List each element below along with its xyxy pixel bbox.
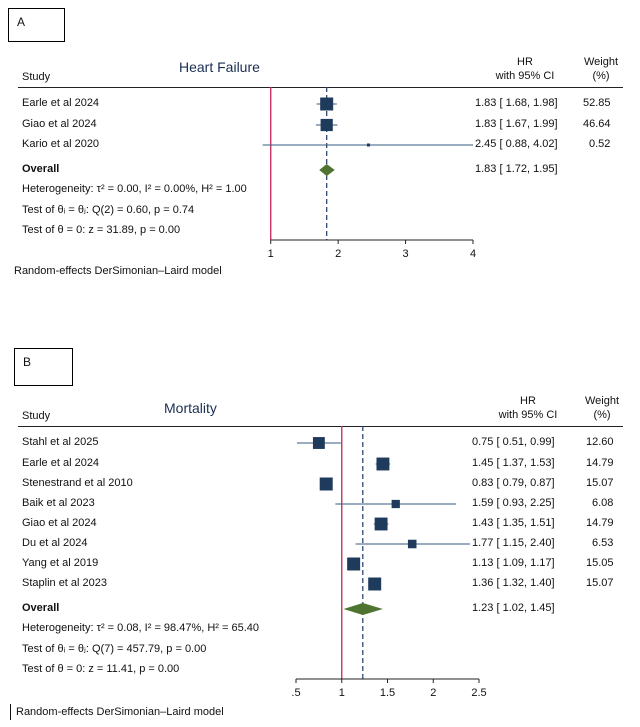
study-marker	[312, 437, 325, 449]
study-marker	[368, 577, 382, 591]
panel-b-study-name: Baik et al 2023	[22, 497, 95, 509]
panel-a-forest-plot: 1 2 3 4	[262, 87, 476, 260]
x-tick-label: .5	[291, 687, 300, 699]
x-tick-label: 2	[430, 687, 436, 699]
panel-b-weight-value: 6.08	[592, 497, 614, 509]
x-tick-label: 2.5	[471, 687, 486, 699]
panel-a-study-ci-text: 1.83 [ 1.68, 1.98]	[475, 97, 558, 109]
panel-a-ci-header: with 95% CI	[495, 70, 555, 82]
x-tick-label: 4	[470, 248, 476, 260]
panel-b-weight-value: 15.07	[586, 477, 614, 489]
panel-b-study-ci-text: 1.36 [ 1.32, 1.40]	[472, 577, 555, 589]
panel-b-overall-label: Overall	[22, 602, 60, 614]
panel-b-weight-value: 14.79	[586, 457, 614, 469]
panel-a-weight-value: 52.85	[583, 97, 611, 109]
panel-a-test-equal: Test of θᵢ = θⱼ: Q(2) = 0.60, p = 0.74	[22, 204, 195, 216]
panel-b-study-name: Stahl et al 2025	[22, 436, 99, 448]
panel-b-study-name: Staplin et al 2023	[22, 577, 108, 589]
panel-b-study-ci-text: 1.43 [ 1.35, 1.51]	[472, 517, 555, 529]
panel-a-weight-value: 46.64	[583, 118, 611, 130]
panel-b-weight-value: 6.53	[592, 537, 614, 549]
panel-b-weight-value: 14.79	[586, 517, 614, 529]
panel-a-model-note: Random-effects DerSimonian–Laird model	[14, 265, 222, 277]
panel-b-study-ci-text: 1.45 [ 1.37, 1.53]	[472, 457, 555, 469]
study-marker	[347, 557, 361, 571]
panel-b-weight-header: Weight	[584, 395, 620, 407]
panel-b-note-bar	[10, 704, 11, 720]
overall-diamond	[343, 603, 383, 615]
panel-b-study-ci-text: 1.13 [ 1.09, 1.17]	[472, 557, 555, 569]
panel-b-weight-value: 12.60	[586, 436, 614, 448]
panel-a-title: Heart Failure	[179, 59, 260, 75]
study-marker	[320, 97, 334, 111]
overall-diamond	[319, 164, 335, 176]
panel-b-weight-unit: (%)	[593, 409, 611, 421]
panel-b-study-name: Yang et al 2019	[22, 557, 99, 569]
panel-a-test-zero: Test of θ = 0: z = 31.89, p = 0.00	[22, 224, 181, 236]
study-marker	[366, 143, 370, 147]
panel-b-weight-value: 15.05	[586, 557, 614, 569]
x-tick-label: 1.5	[380, 687, 395, 699]
panel-b-heterogeneity: Heterogeneity: τ² = 0.08, I² = 98.47%, H…	[22, 622, 260, 634]
x-tick-label: 1	[339, 687, 345, 699]
panel-a-overall-ci-text: 1.83 [ 1.72, 1.95]	[475, 163, 558, 175]
x-tick-label: 3	[403, 248, 409, 260]
panel-b-study-ci-text: 1.59 [ 0.93, 2.25]	[472, 497, 555, 509]
panel-a-study-ci-text: 1.83 [ 1.67, 1.99]	[475, 118, 558, 130]
study-marker	[320, 118, 333, 132]
panel-a-overall-label: Overall	[22, 163, 60, 175]
panel-b-study-ci-text: 0.75 [ 0.51, 0.99]	[472, 436, 555, 448]
panel-a-weight-unit: (%)	[592, 70, 610, 82]
panel-b-overall-ci-text: 1.23 [ 1.02, 1.45]	[472, 602, 555, 614]
panel-b-weight-value: 15.07	[586, 577, 614, 589]
x-tick-label: 1	[268, 248, 274, 260]
panel-b-study-name: Earle et al 2024	[22, 457, 100, 469]
panel-b-study-name: Du et al 2024	[22, 537, 88, 549]
study-marker	[407, 539, 417, 549]
panel-a-study-header: Study	[22, 71, 51, 83]
panel-a-heterogeneity: Heterogeneity: τ² = 0.00, I² = 0.00%, H²…	[22, 183, 247, 195]
panel-a-weight-header: Weight	[583, 56, 619, 68]
panel-a-study-name: Giao et al 2024	[22, 118, 97, 130]
study-marker	[391, 499, 400, 509]
panel-b-test-zero: Test of θ = 0: z = 11.41, p = 0.00	[22, 663, 180, 675]
panel-a-study-name: Kario et al 2020	[22, 138, 100, 150]
x-tick-label: 2	[335, 248, 341, 260]
study-marker	[319, 477, 333, 491]
study-marker	[376, 457, 390, 471]
panel-b-test-equal: Test of θᵢ = θⱼ: Q(7) = 457.79, p = 0.00	[22, 643, 207, 655]
panel-b-hr-header: HR	[520, 395, 536, 407]
study-marker	[374, 517, 388, 531]
panel-b-label: B	[14, 348, 73, 386]
panel-b-ci-header: with 95% CI	[498, 409, 558, 421]
panel-b-title: Mortality	[164, 400, 217, 416]
panel-a-hr-header: HR	[517, 56, 533, 68]
panel-a-study-ci-text: 2.45 [ 0.88, 4.02]	[475, 138, 558, 150]
panel-b-study-ci-text: 1.77 [ 1.15, 2.40]	[472, 537, 555, 549]
panel-b-study-header: Study	[22, 410, 51, 422]
panel-a-study-name: Earle et al 2024	[22, 97, 100, 109]
panel-b-study-ci-text: 0.83 [ 0.79, 0.87]	[472, 477, 555, 489]
panel-a-label: A	[8, 8, 65, 42]
panel-b-study-name: Giao et al 2024	[22, 517, 97, 529]
panel-a-header-rule	[18, 87, 623, 88]
panel-b-model-note: Random-effects DerSimonian–Laird model	[16, 706, 224, 718]
panel-b-study-name: Stenestrand et al 2010	[22, 477, 133, 489]
panel-a-weight-value: 0.52	[589, 138, 611, 150]
panel-b-header-rule	[18, 426, 623, 427]
